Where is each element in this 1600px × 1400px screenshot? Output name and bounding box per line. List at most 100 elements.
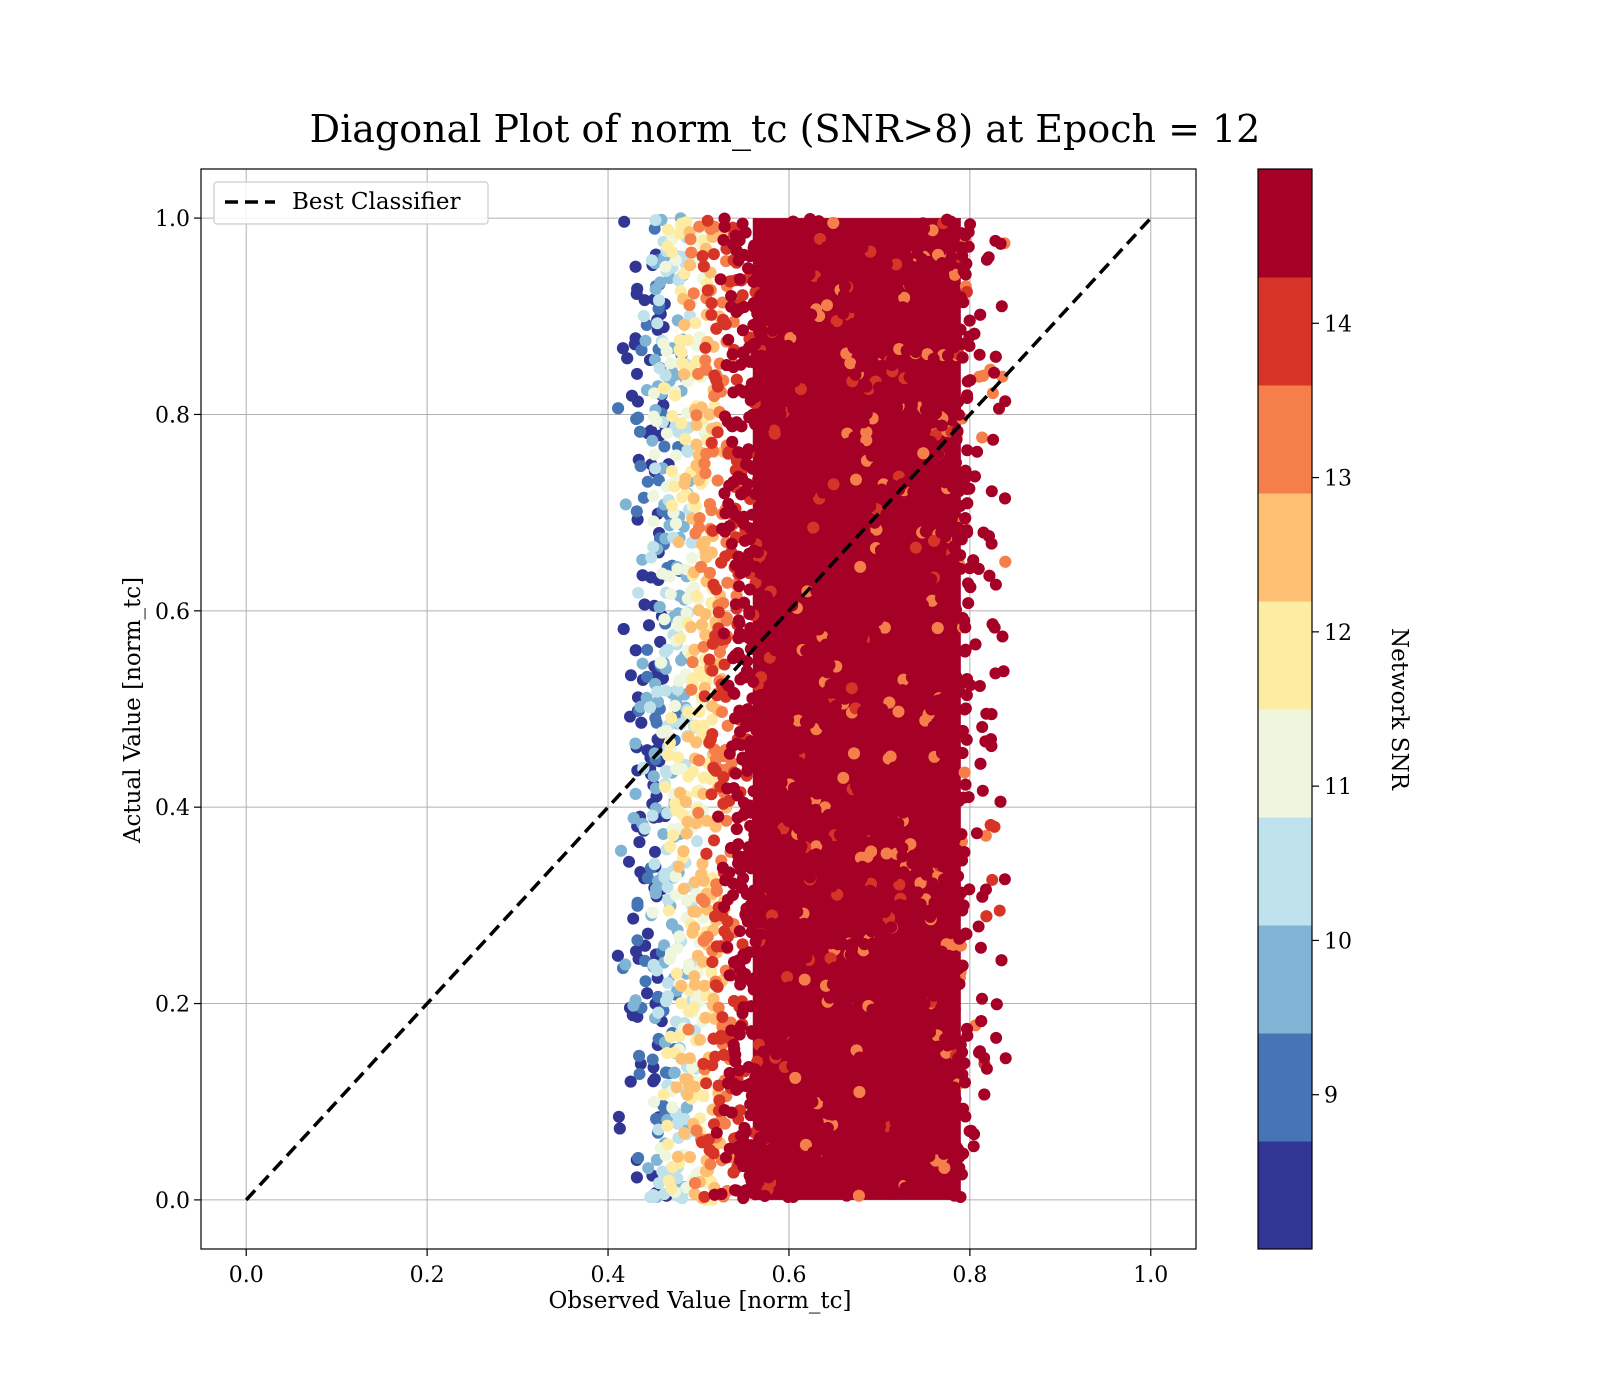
- scatter-point: [941, 802, 954, 815]
- scatter-point: [696, 857, 709, 870]
- scatter-point: [962, 597, 975, 610]
- scatter-point: [847, 318, 860, 330]
- scatter-point: [683, 1151, 696, 1164]
- scatter-point: [658, 867, 671, 880]
- scatter-point: [889, 1187, 902, 1200]
- scatter-point: [837, 771, 850, 784]
- scatter-point: [798, 917, 811, 930]
- scatter-point: [874, 920, 887, 933]
- scatter-point: [700, 447, 713, 460]
- scatter-point: [687, 765, 699, 778]
- scatter-point: [706, 664, 719, 677]
- scatter-point: [821, 299, 833, 312]
- scatter-point: [718, 658, 731, 671]
- scatter-point: [960, 524, 973, 537]
- scatter-point: [712, 1079, 725, 1092]
- scatter-point: [865, 845, 878, 858]
- scatter-point: [638, 822, 651, 835]
- scatter-point: [973, 680, 986, 692]
- scatter-point: [901, 1159, 914, 1172]
- scatter-point: [971, 445, 984, 458]
- scatter-point: [838, 289, 850, 302]
- scatter-point: [907, 1174, 920, 1187]
- scatter-point: [829, 803, 842, 816]
- scatter-point: [648, 448, 661, 461]
- scatter-point: [698, 1190, 711, 1203]
- scatter-point: [855, 956, 868, 969]
- scatter-point: [818, 448, 831, 461]
- scatter-point: [933, 1072, 946, 1085]
- x-tick-label: 0.0: [229, 1263, 264, 1288]
- scatter-point: [974, 1045, 986, 1058]
- scatter-point: [792, 421, 805, 434]
- scatter-point: [805, 938, 818, 951]
- scatter-point: [637, 310, 650, 323]
- scatter-point: [754, 1104, 767, 1117]
- scatter-point: [736, 974, 749, 987]
- scatter-point: [631, 367, 643, 380]
- scatter-point: [959, 1110, 972, 1123]
- scatter-point: [835, 1142, 848, 1155]
- scatter-point: [788, 247, 801, 260]
- scatter-point: [892, 974, 905, 987]
- plot-frame: [200, 168, 1197, 1250]
- scatter-point: [673, 1029, 686, 1042]
- scatter-point: [852, 1189, 865, 1202]
- scatter-point: [870, 461, 882, 474]
- x-axis-label: Observed Value [norm_tc]: [549, 1288, 852, 1314]
- scatter-point: [911, 339, 924, 352]
- scatter-point: [967, 554, 980, 567]
- scatter-point: [701, 930, 714, 943]
- scatter-point: [710, 583, 723, 596]
- scatter-point: [872, 672, 885, 684]
- scatter-point: [732, 958, 745, 970]
- scatter-point: [993, 904, 1006, 917]
- scatter-point: [718, 212, 731, 225]
- scatter-point: [660, 345, 673, 358]
- scatter-point: [725, 537, 738, 550]
- scatter-point: [745, 926, 758, 939]
- scatter-point: [697, 771, 710, 784]
- scatter-point: [827, 378, 840, 391]
- scatter-point: [860, 426, 873, 439]
- scatter-point: [760, 1012, 773, 1025]
- scatter-point: [675, 217, 688, 230]
- scatter-point: [839, 406, 852, 419]
- scatter-point: [752, 914, 765, 927]
- scatter-point: [717, 234, 730, 246]
- scatter-point: [921, 740, 933, 752]
- scatter-point: [734, 725, 747, 738]
- scatter-point: [632, 1152, 645, 1164]
- scatter-point: [790, 1103, 802, 1116]
- scatter-point: [643, 619, 655, 632]
- scatter-point: [844, 357, 857, 370]
- scatter-point: [699, 354, 712, 367]
- scatter-point: [734, 1020, 747, 1033]
- scatter-point: [746, 462, 759, 475]
- scatter-point: [619, 958, 632, 971]
- scatter-point: [908, 706, 921, 719]
- scatter-point: [726, 348, 739, 361]
- scatter-point: [963, 340, 976, 352]
- scatter-point: [854, 907, 867, 920]
- y-tick-label: 0.8: [155, 403, 190, 428]
- scatter-point: [823, 1141, 836, 1154]
- scatter-point: [746, 1027, 759, 1040]
- scatter-point: [767, 746, 780, 759]
- scatter-point: [945, 366, 958, 378]
- scatter-point: [630, 505, 643, 518]
- scatter-point: [812, 623, 825, 636]
- scatter-point: [675, 1052, 688, 1065]
- scatter-point: [646, 906, 659, 919]
- scatter-point: [647, 958, 660, 971]
- scatter-point: [935, 526, 948, 539]
- scatter-point: [690, 817, 702, 830]
- scatter-point: [709, 910, 721, 923]
- scatter-point: [955, 828, 968, 841]
- scatter-point: [612, 402, 625, 415]
- scatter-point: [782, 714, 795, 727]
- scatter-point: [748, 972, 761, 985]
- scatter-point: [791, 905, 804, 918]
- scatter-point: [663, 736, 676, 749]
- scatter-point: [661, 223, 674, 236]
